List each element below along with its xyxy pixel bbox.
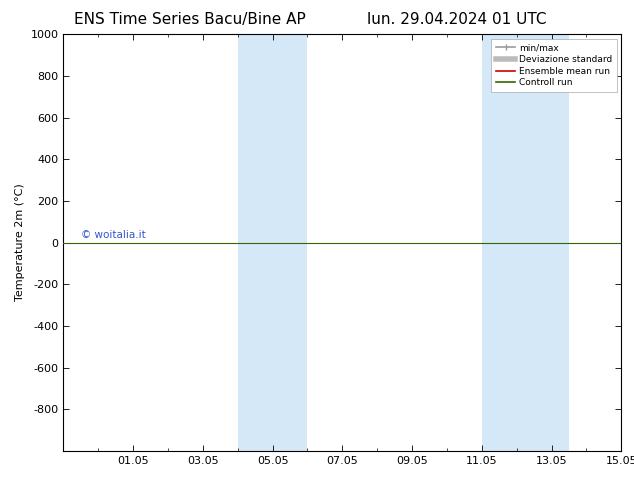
Bar — [238, 34, 307, 451]
Text: © woitalia.it: © woitalia.it — [81, 230, 146, 240]
Bar — [482, 34, 569, 451]
Y-axis label: Temperature 2m (°C): Temperature 2m (°C) — [15, 184, 25, 301]
Text: ENS Time Series Bacu/Bine AP: ENS Time Series Bacu/Bine AP — [74, 12, 306, 27]
Text: lun. 29.04.2024 01 UTC: lun. 29.04.2024 01 UTC — [366, 12, 547, 27]
Legend: min/max, Deviazione standard, Ensemble mean run, Controll run: min/max, Deviazione standard, Ensemble m… — [491, 39, 617, 92]
